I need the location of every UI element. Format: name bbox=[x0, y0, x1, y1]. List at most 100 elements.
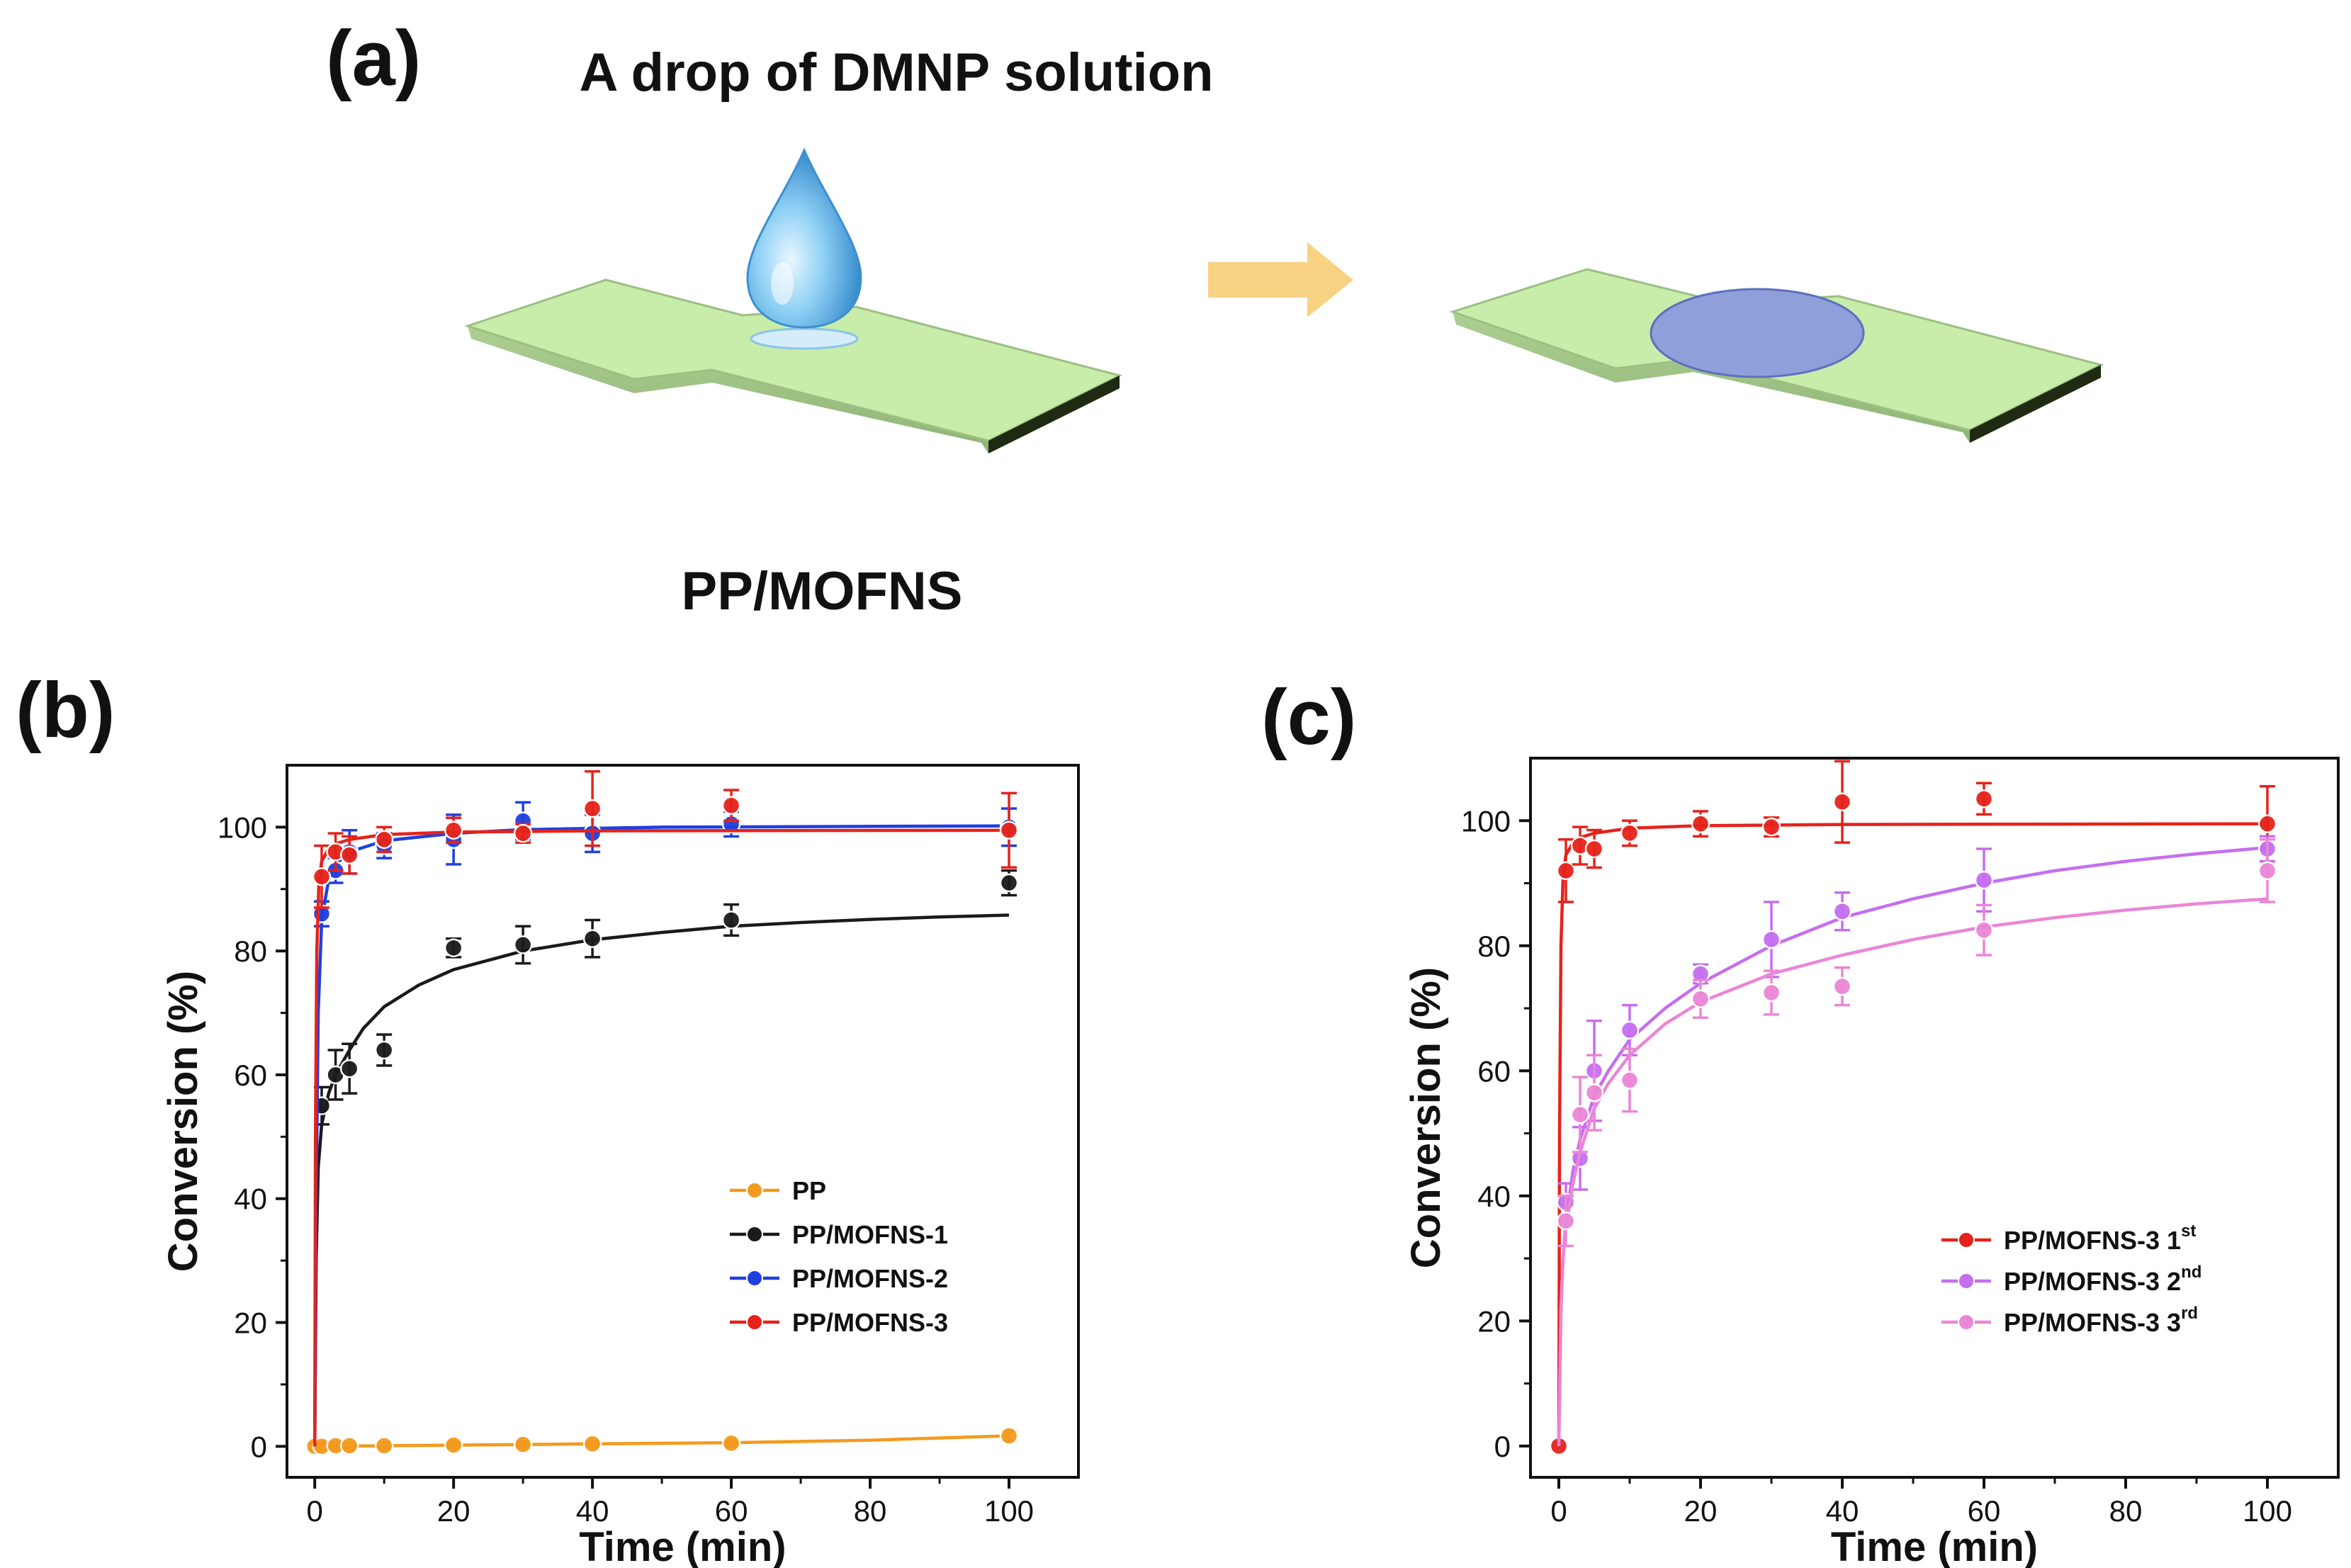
series-2 bbox=[1556, 837, 2277, 1446]
data-point bbox=[339, 1059, 359, 1078]
series-1 bbox=[1556, 835, 2277, 1446]
y-tick-label: 100 bbox=[1461, 804, 1511, 837]
series-1 bbox=[312, 869, 1019, 1447]
x-axis-title: Time (min) bbox=[579, 1524, 786, 1568]
x-tick-label: 100 bbox=[2243, 1494, 2292, 1528]
drop-caption: A drop of DMNP solution bbox=[579, 43, 1213, 103]
data-point bbox=[999, 1426, 1019, 1445]
legend-label: PP/MOFNS-3 3rd bbox=[2004, 1304, 2198, 1337]
data-point bbox=[2257, 814, 2277, 833]
x-tick-label: 40 bbox=[576, 1494, 609, 1528]
legend: PP/MOFNS-3 1st PP/MOFNS-3 2nd PP/MOFNS-3 3… bbox=[1941, 1222, 2201, 1337]
legend-superscript: rd bbox=[2181, 1304, 2198, 1323]
y-tick-label: 60 bbox=[234, 1059, 267, 1092]
legend-marker bbox=[746, 1270, 763, 1287]
legend-label: PP/MOFNS-3 2nd bbox=[2004, 1263, 2201, 1296]
fit-line bbox=[315, 1434, 1010, 1448]
arrow-icon bbox=[1208, 242, 1353, 317]
fit-line bbox=[1557, 845, 2268, 1446]
data-point bbox=[513, 1435, 533, 1454]
data-point bbox=[999, 873, 1019, 893]
series-0 bbox=[305, 1426, 1019, 1456]
legend-marker bbox=[1958, 1314, 1975, 1331]
legend-marker bbox=[1958, 1273, 1975, 1290]
y-tick-label: 0 bbox=[1494, 1430, 1511, 1463]
data-point bbox=[444, 820, 463, 840]
legend-label: PP/MOFNS-3 1st bbox=[2004, 1222, 2196, 1255]
legend: PP PP/MOFNS-1 PP/MOFNS-2 PP/MOFNS-3 bbox=[730, 1176, 948, 1337]
data-point bbox=[444, 938, 463, 958]
fit-line bbox=[1557, 822, 2268, 1446]
data-point bbox=[1691, 814, 1710, 833]
x-tick-label: 60 bbox=[715, 1494, 748, 1528]
data-point bbox=[1974, 789, 1994, 808]
fit-line bbox=[312, 828, 1010, 1447]
fit-line bbox=[312, 913, 1010, 1447]
x-tick-label: 20 bbox=[437, 1494, 470, 1528]
data-point bbox=[1620, 1020, 1640, 1040]
data-point bbox=[1620, 1071, 1640, 1090]
plot-frame bbox=[286, 764, 1080, 1479]
series-3 bbox=[312, 769, 1019, 1447]
legend-label: PP/MOFNS-3 bbox=[792, 1308, 948, 1337]
data-point bbox=[1832, 901, 1852, 921]
x-tick-label: 60 bbox=[1968, 1494, 2001, 1528]
data-point bbox=[582, 929, 602, 948]
panel-c-label: (c) bbox=[1261, 674, 1356, 761]
legend-label: PP/MOFNS-2 bbox=[792, 1264, 948, 1293]
x-tick-label: 0 bbox=[307, 1494, 323, 1528]
data-point bbox=[513, 935, 533, 954]
data-point bbox=[312, 867, 332, 886]
data-point bbox=[1556, 1211, 1576, 1231]
data-point bbox=[1761, 983, 1781, 1003]
x-tick-label: 40 bbox=[1826, 1494, 1859, 1528]
x-tick-label: 100 bbox=[984, 1494, 1034, 1528]
y-tick-label: 40 bbox=[234, 1183, 267, 1216]
data-point bbox=[721, 910, 741, 930]
data-point bbox=[1832, 976, 1852, 996]
y-tick-label: 20 bbox=[1477, 1304, 1511, 1338]
data-point bbox=[1584, 839, 1604, 859]
data-point bbox=[1570, 1105, 1590, 1124]
data-point bbox=[1974, 920, 1994, 940]
x-axis-title: Time (min) bbox=[1831, 1524, 2038, 1568]
data-point bbox=[513, 823, 533, 843]
membrane-left bbox=[464, 278, 1123, 453]
data-point bbox=[339, 1436, 359, 1455]
data-point bbox=[374, 1436, 394, 1455]
legend-superscript: st bbox=[2181, 1222, 2196, 1241]
dmnp-drop-icon bbox=[746, 147, 862, 350]
data-point bbox=[339, 845, 359, 864]
panel-a-label: (a) bbox=[326, 15, 421, 102]
legend-superscript: nd bbox=[2181, 1263, 2201, 1282]
y-tick-label: 60 bbox=[1477, 1054, 1511, 1088]
data-point bbox=[2257, 861, 2277, 881]
y-tick-label: 100 bbox=[218, 811, 267, 844]
x-tick-label: 80 bbox=[2109, 1494, 2143, 1528]
data-point bbox=[1584, 1083, 1604, 1102]
data-point bbox=[582, 1434, 602, 1454]
y-tick-label: 0 bbox=[251, 1430, 267, 1463]
panel-b-label: (b) bbox=[16, 667, 115, 754]
y-tick-label: 40 bbox=[1477, 1180, 1511, 1213]
y-axis-title: Conversion (%) bbox=[160, 971, 206, 1272]
membrane-caption: PP/MOFNS bbox=[682, 561, 963, 621]
legend-name: PP/MOFNS-2 bbox=[792, 1264, 948, 1293]
y-tick-label: 80 bbox=[234, 935, 267, 968]
chart-c: 0 20 40 60 80 100 0 20 40 60 80 100 Time (min) Conver… bbox=[1403, 757, 2340, 1568]
data-point bbox=[374, 1040, 394, 1060]
plot-frame bbox=[1529, 757, 2340, 1479]
legend-name: PP/MOFNS-3 1 bbox=[2004, 1226, 2181, 1255]
legend-marker bbox=[746, 1314, 763, 1331]
y-tick-label: 80 bbox=[1477, 930, 1511, 963]
data-point bbox=[1832, 792, 1852, 812]
plot-area bbox=[305, 769, 1019, 1456]
data-point bbox=[374, 830, 394, 850]
data-point bbox=[721, 796, 741, 816]
x-tick-label: 80 bbox=[854, 1494, 887, 1528]
y-axis-title: Conversion (%) bbox=[1403, 967, 1449, 1268]
legend-marker bbox=[746, 1226, 763, 1243]
series-0 bbox=[1549, 760, 2277, 1456]
data-point bbox=[1761, 817, 1781, 837]
